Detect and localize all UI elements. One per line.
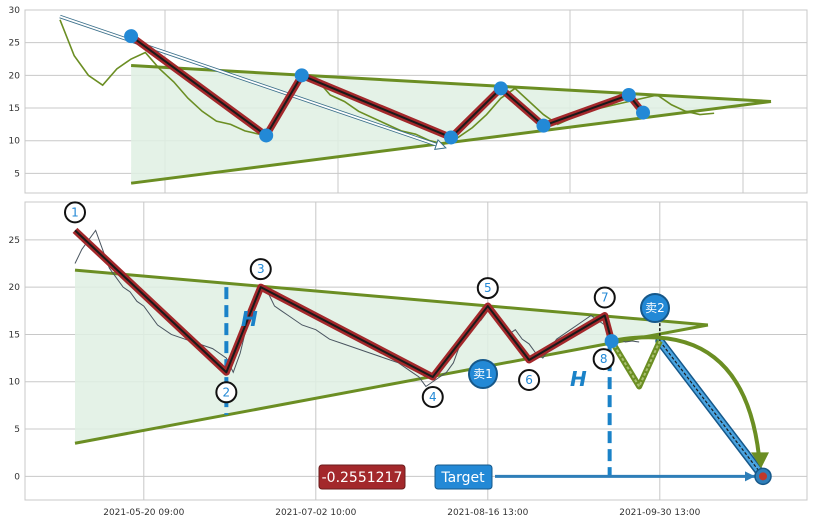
h-label-left: H <box>241 307 258 331</box>
top-pivot-point <box>294 68 309 83</box>
top-pivot-point <box>259 128 274 143</box>
target-box-text: Target <box>440 470 485 486</box>
sell-2-label: 卖2 <box>645 301 665 315</box>
top-pivot-point <box>636 105 651 120</box>
bottom-x-tick-label: 2021-05-20 09:00 <box>103 508 184 518</box>
value-box-text: -0.2551217 <box>322 470 403 486</box>
point-label-circle-6 <box>518 368 541 391</box>
blue-path-dots <box>659 340 764 477</box>
top-y-tick-label: 5 <box>14 169 20 179</box>
sell-1-marker <box>468 359 498 389</box>
top-pivot-point <box>444 130 459 145</box>
top-y-tick-label: 10 <box>9 137 21 147</box>
point-label-6: 6 <box>525 373 533 387</box>
green-curved-arrow <box>611 335 761 457</box>
value-box <box>318 464 406 490</box>
target-line-head <box>745 471 755 482</box>
point-label-circle-5 <box>476 277 499 300</box>
point-label-5: 5 <box>484 281 492 295</box>
top-triangle-upper <box>131 64 772 103</box>
pivot-8-marker <box>604 334 619 349</box>
bottom-x-tick-label: 2021-09-30 13:00 <box>619 508 700 518</box>
bottom-y-tick-label: 10 <box>9 378 21 388</box>
point-label-circle-7 <box>593 286 616 309</box>
bottom-y-tick-label: 25 <box>9 236 20 246</box>
top-pivot-point <box>124 29 139 44</box>
target-box <box>434 464 493 490</box>
point-label-1: 1 <box>71 205 79 219</box>
point-label-circle-2 <box>215 381 238 404</box>
top-y-tick-label: 30 <box>9 6 21 16</box>
point-label-circle-8 <box>592 348 615 371</box>
bottom-y-tick-label: 20 <box>9 283 21 293</box>
point-label-3: 3 <box>257 262 265 276</box>
top-zigzag-inner <box>130 35 644 139</box>
top-y-tick-label: 20 <box>9 71 21 81</box>
top-pivot-point <box>493 81 508 96</box>
top-y-tick-label: 15 <box>9 104 20 114</box>
point-label-4: 4 <box>429 390 437 404</box>
top-panel: 5 10 15 20 25 30 <box>9 6 808 194</box>
point-label-7: 7 <box>601 291 609 305</box>
top-pivot-point <box>536 118 551 133</box>
green-curved-arrow-head <box>751 452 769 469</box>
h-label-right: H <box>570 367 587 391</box>
point-label-circle-4 <box>421 386 444 409</box>
bottom-y-tick-label: 5 <box>14 425 20 435</box>
sell-1-label: 卖1 <box>473 367 493 381</box>
annotations-layer: -0.2551217 Target 卖1 卖2 H H <box>241 293 670 490</box>
sell-2-marker <box>640 293 670 323</box>
bottom-triangle-lower <box>74 323 709 445</box>
bottom-zigzag-inner <box>74 229 613 379</box>
bottom-y-tick-label: 0 <box>14 472 20 482</box>
bottom-y-tick-label: 15 <box>9 330 20 340</box>
top-pivot-point <box>621 87 636 102</box>
top-trend-arrow-core <box>59 15 445 149</box>
point-label-8: 8 <box>600 352 608 366</box>
target-point-core <box>759 472 767 481</box>
bottom-panel: 2021-05-20 09:00 2021-07-02 10:00 2021-08-… <box>9 201 808 518</box>
bottom-x-tick-label: 2021-07-02 10:00 <box>275 508 356 518</box>
green-projection-inner <box>610 340 661 389</box>
point-label-2: 2 <box>223 385 231 399</box>
bottom-x-tick-label: 2021-08-16 13:00 <box>447 508 528 518</box>
top-y-tick-label: 25 <box>9 39 20 49</box>
top-trend-arrow-head <box>434 139 447 151</box>
point-label-circle-1 <box>64 201 86 224</box>
point-label-circle-3 <box>249 258 272 281</box>
bottom-price-line <box>74 229 640 388</box>
